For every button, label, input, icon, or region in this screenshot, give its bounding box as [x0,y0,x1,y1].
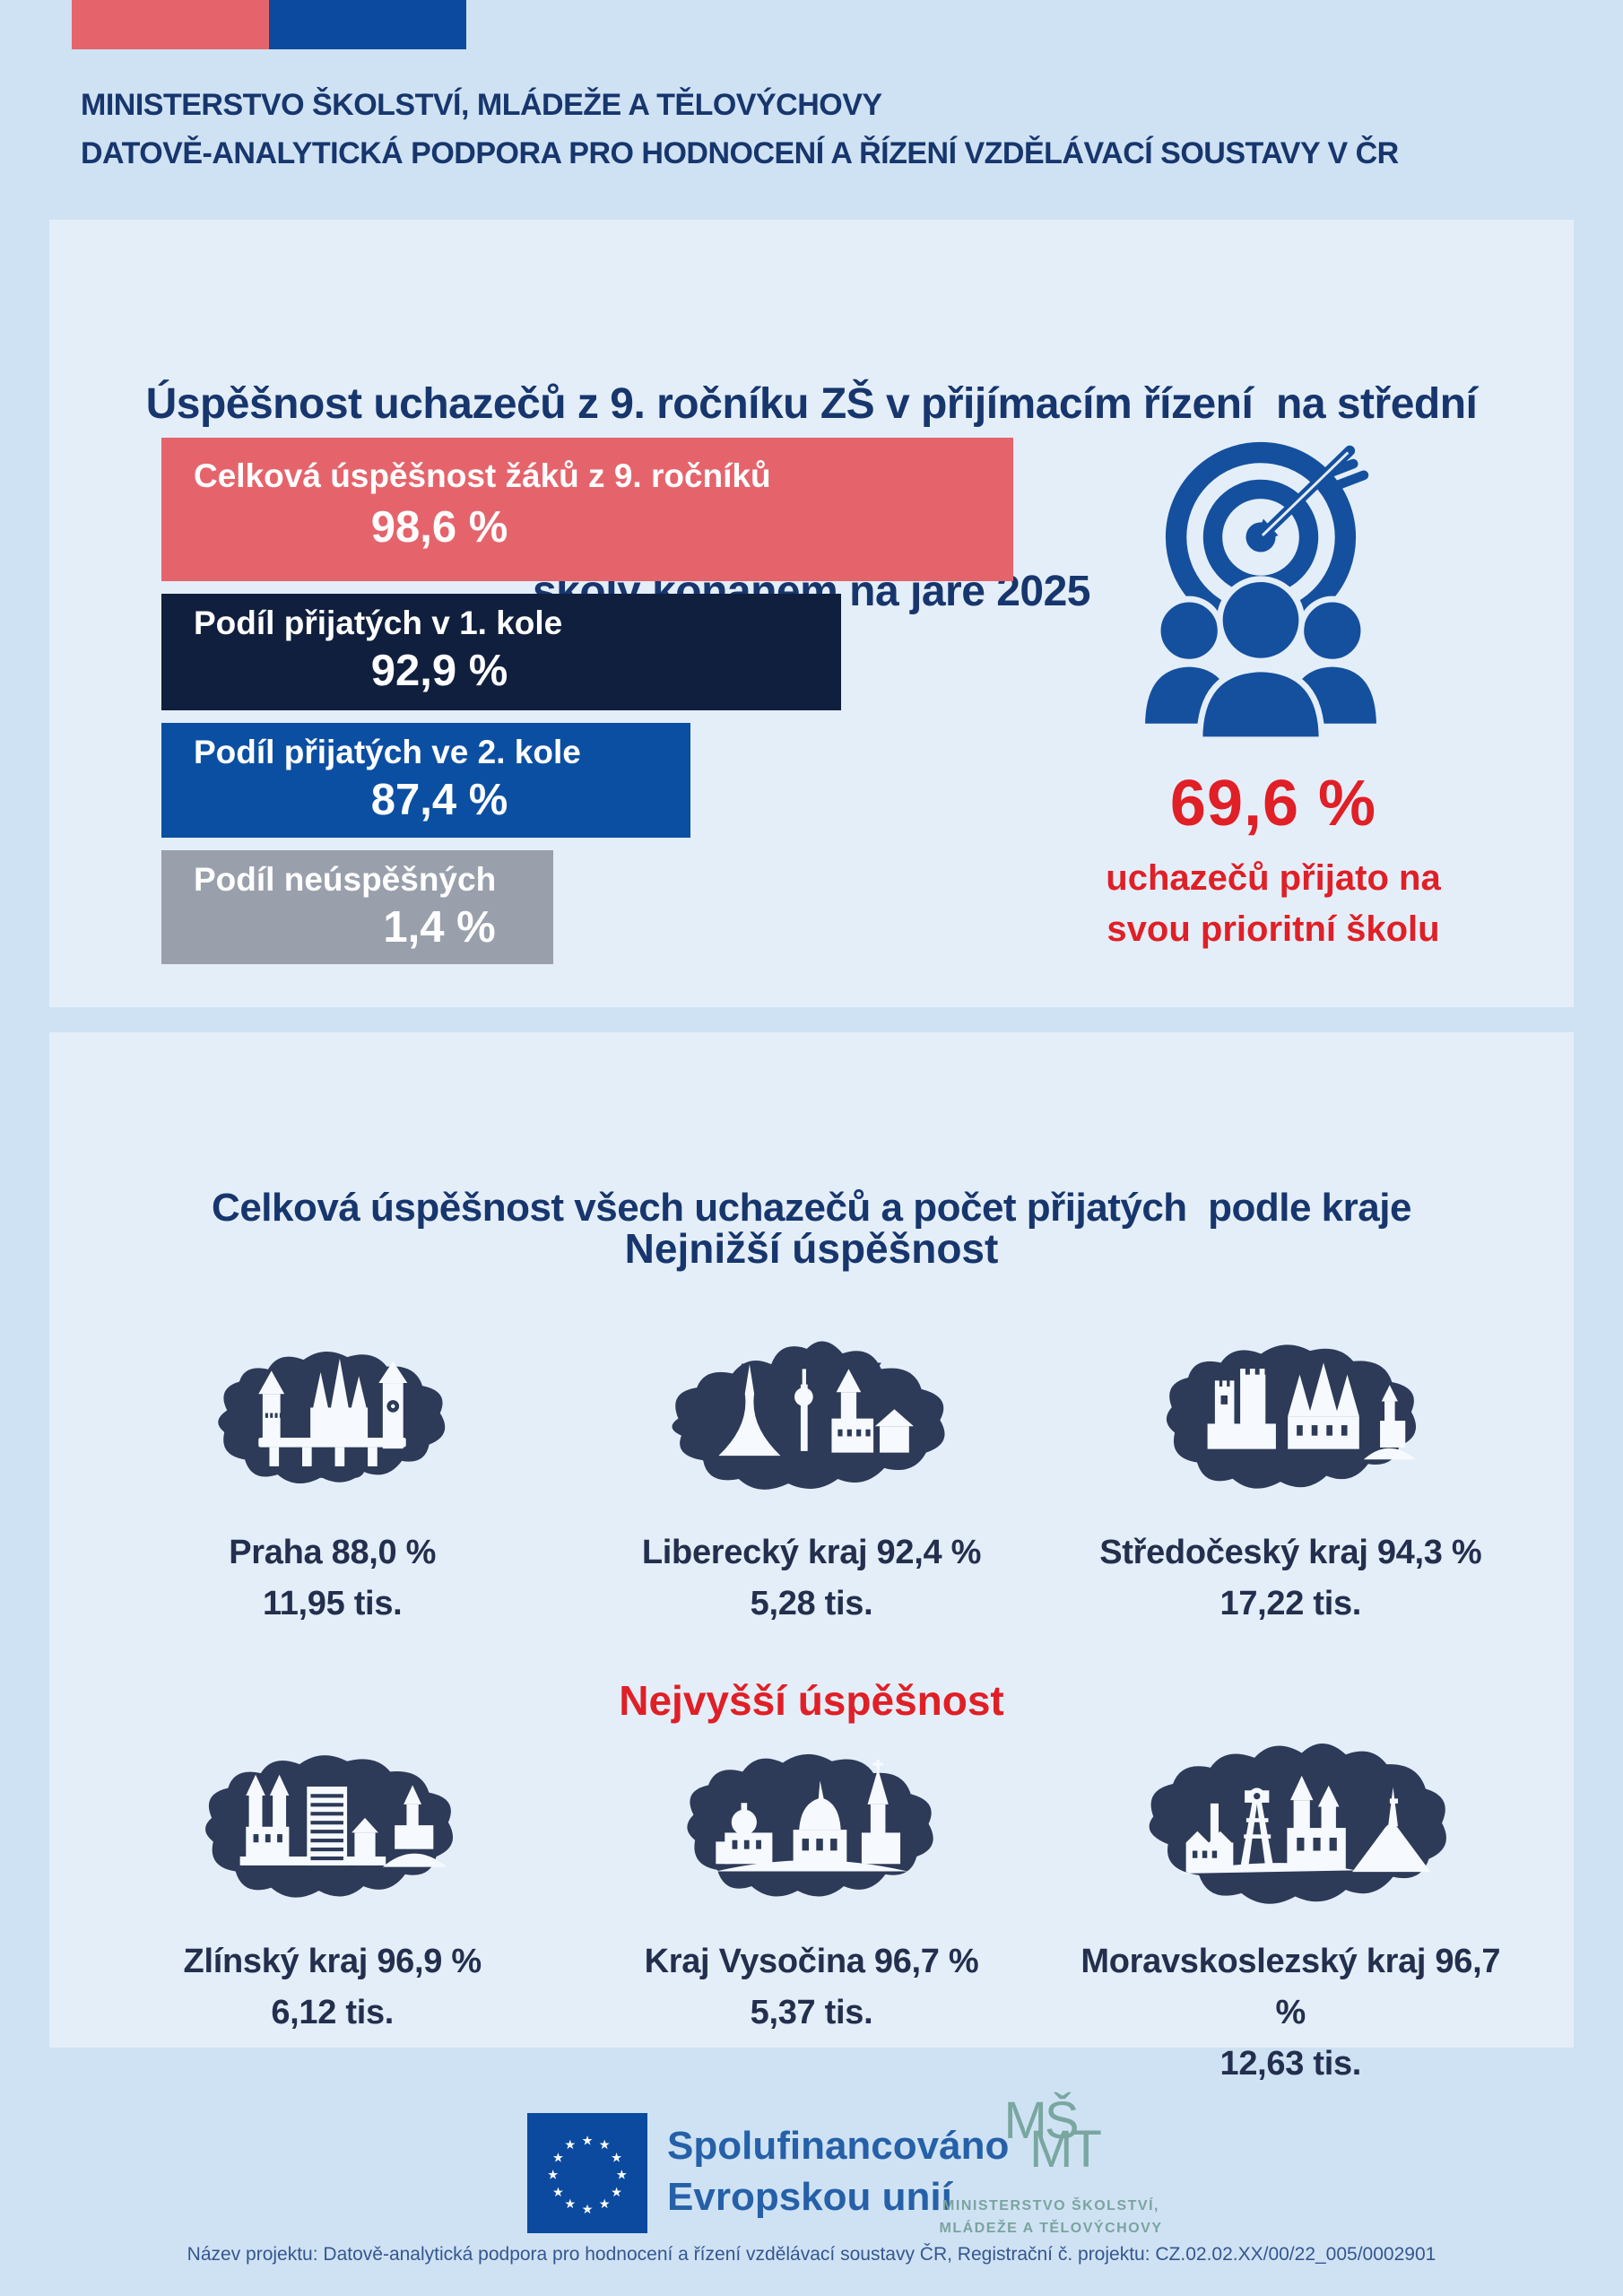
region-label: Kraj Vysočina 96,7 % 5,37 tis. [591,1936,1031,2039]
region-count: 11,95 tis. [262,1585,403,1622]
panel-regions: Celková úspěšnost všech uchazečů a počet… [49,1032,1574,2083]
bar-unsuccessful: Podíl neúspěšných 1,4 % [161,850,553,964]
svg-text:★: ★ [564,2197,576,2212]
arrow-icon [1253,445,1369,545]
lowest-success-title: Nejnižší úspěšnost [624,1225,999,1272]
svg-text:★: ★ [582,2134,594,2148]
lowest-success-row: Praha 88,0 % 11,95 tis. [112,1305,1511,1630]
section1-title-line1: Úspěšnost uchazečů z 9. ročníku ZŠ v při… [145,380,1478,429]
project-name-header: DATOVĚ-ANALYTICKÁ PODPORA PRO HODNOCENÍ … [81,136,1399,170]
svg-text:★: ★ [599,2138,611,2152]
msmt-caption-line1: MINISTERSTVO ŠKOLSTVÍ, [942,2198,1159,2213]
priority-school-highlight: 69,6 % uchazečů přijato na svou prioritn… [1058,767,1488,955]
bullseye-arrow-people-icon [1139,441,1383,744]
people-silhouettes [1139,576,1383,744]
bar-value: 1,4 % [383,903,496,952]
region-card-zlinsky: Zlínský kraj 96,9 % 6,12 tis. [112,1714,552,2090]
panel-success-overview: Úspěšnost uchazečů z 9. ročníku ZŠ v při… [49,220,1574,1007]
region-card-stredocesky: Středočeský kraj 94,3 % 17,22 tis. [1071,1305,1511,1630]
region-name-percent: Kraj Vysočina 96,7 % [644,1943,979,1980]
msmt-caption-line2: MLÁDEŽE A TĚLOVÝCHOVY [939,2220,1163,2236]
region-name-percent: Liberecký kraj 92,4 % [641,1534,982,1571]
msmt-logo-line2: MT [1029,2120,1102,2179]
moravskoslezsky-map-icon [1149,1743,1447,1904]
region-card-praha: Praha 88,0 % 11,95 tis. [112,1305,552,1630]
svg-text:★: ★ [552,2186,564,2200]
praha-map-icon [218,1351,446,1484]
bar-value: 92,9 % [370,647,508,695]
svg-text:★: ★ [616,2169,628,2183]
bar-label: Podíl přijatých v 1. kole [194,604,563,641]
liberecky-map-icon [672,1341,945,1490]
project-registration-line: Název projektu: Datově-analytická podpor… [187,2244,1436,2265]
region-name-percent: Zlínský kraj 96,9 % [183,1943,482,1980]
region-label: Moravskoslezský kraj 96,7 % 12,63 tis. [1071,1936,1511,2090]
region-count: 12,63 tis. [1219,2045,1362,2083]
priority-school-percent: 69,6 % [1169,768,1377,839]
msmt-logo: MŠ MT [952,2095,1150,2176]
eu-cofunded-line2: Evropskou unií [667,2175,952,2220]
svg-text:★: ★ [582,2203,594,2217]
bar-round1-accepted: Podíl přijatých v 1. kole 92,9 % [161,594,841,710]
region-count: 5,28 tis. [750,1585,873,1622]
bar-round2-accepted: Podíl přijatých ve 2. kole 87,4 % [161,723,690,838]
svg-text:★: ★ [599,2197,611,2212]
svg-text:★: ★ [611,2152,622,2166]
svg-text:★: ★ [547,2169,559,2183]
region-name-percent: Moravskoslezský kraj 96,7 % [1081,1943,1501,2031]
region-label: Liberecký kraj 92,4 % 5,28 tis. [591,1527,1031,1630]
brand-flag-blue [269,0,466,49]
svg-text:★: ★ [611,2186,622,2200]
highest-success-row: Zlínský kraj 96,9 % 6,12 tis. [112,1714,1511,2090]
ministry-name: MINISTERSTVO ŠKOLSTVÍ, MLÁDEŽE A TĚLOVÝC… [81,88,882,122]
bar-value: 87,4 % [370,776,508,824]
region-count: 5,37 tis. [750,1994,873,2031]
region-count: 6,12 tis. [271,1994,395,2031]
region-card-vysocina: Kraj Vysočina 96,7 % 5,37 tis. [591,1714,1031,2090]
bar-overall-success: Celková úspěšnost žáků z 9. ročníků 98,6… [161,438,1013,581]
msmt-caption: MINISTERSTVO ŠKOLSTVÍ, MLÁDEŽE A TĚLOVÝC… [898,2196,1203,2240]
brand-flag-red [72,0,269,49]
eu-cofunded-text: Spolufinancováno Evropskou unií [667,2120,1009,2222]
bar-label: Podíl přijatých ve 2. kole [194,734,581,770]
region-card-moravskoslezsky: Moravskoslezský kraj 96,7 % 12,63 tis. [1071,1714,1511,2090]
target-people-icon [1130,437,1392,764]
vysocina-map-icon [687,1754,934,1897]
region-name-percent: Středočeský kraj 94,3 % [1099,1534,1482,1571]
stredocesky-map-icon [1166,1344,1416,1489]
eu-cofunded-line1: Spolufinancováno [667,2124,1010,2168]
svg-text:★: ★ [564,2138,576,2152]
section2-title-line1: Celková úspěšnost všech uchazečů a počet… [212,1185,1411,1230]
priority-caption-line1: uchazečů přijato na [1106,858,1441,898]
region-label: Zlínský kraj 96,9 % 6,12 tis. [112,1936,552,2039]
region-name-percent: Praha 88,0 % [229,1534,437,1571]
bar-label: Podíl neúspěšných [194,861,497,898]
highest-success-title: Nejvyšší úspěšnost [619,1677,1004,1724]
bar-value: 98,6 % [370,503,508,552]
region-label: Středočeský kraj 94,3 % 17,22 tis. [1071,1527,1511,1630]
region-card-liberecky: Liberecký kraj 92,4 % 5,28 tis. [591,1305,1031,1630]
zlinsky-map-icon [205,1755,454,1898]
region-count: 17,22 tis. [1219,1585,1362,1622]
msmt-logo-line1: MŠ [1003,2092,1080,2150]
success-bar-chart: Celková úspěšnost žáků z 9. ročníků 98,6… [161,438,1013,977]
region-label: Praha 88,0 % 11,95 tis. [112,1527,552,1630]
bar-label: Celková úspěšnost žáků z 9. ročníků [194,457,771,494]
priority-caption-line2: svou prioritní školu [1107,909,1440,949]
priority-school-caption: uchazečů přijato na svou prioritní školu [1058,853,1488,955]
eu-flag-logo: ★ ★ ★ ★ ★ ★ ★ ★ ★ ★ ★ ★ [527,2113,647,2238]
svg-text:★: ★ [552,2152,564,2166]
